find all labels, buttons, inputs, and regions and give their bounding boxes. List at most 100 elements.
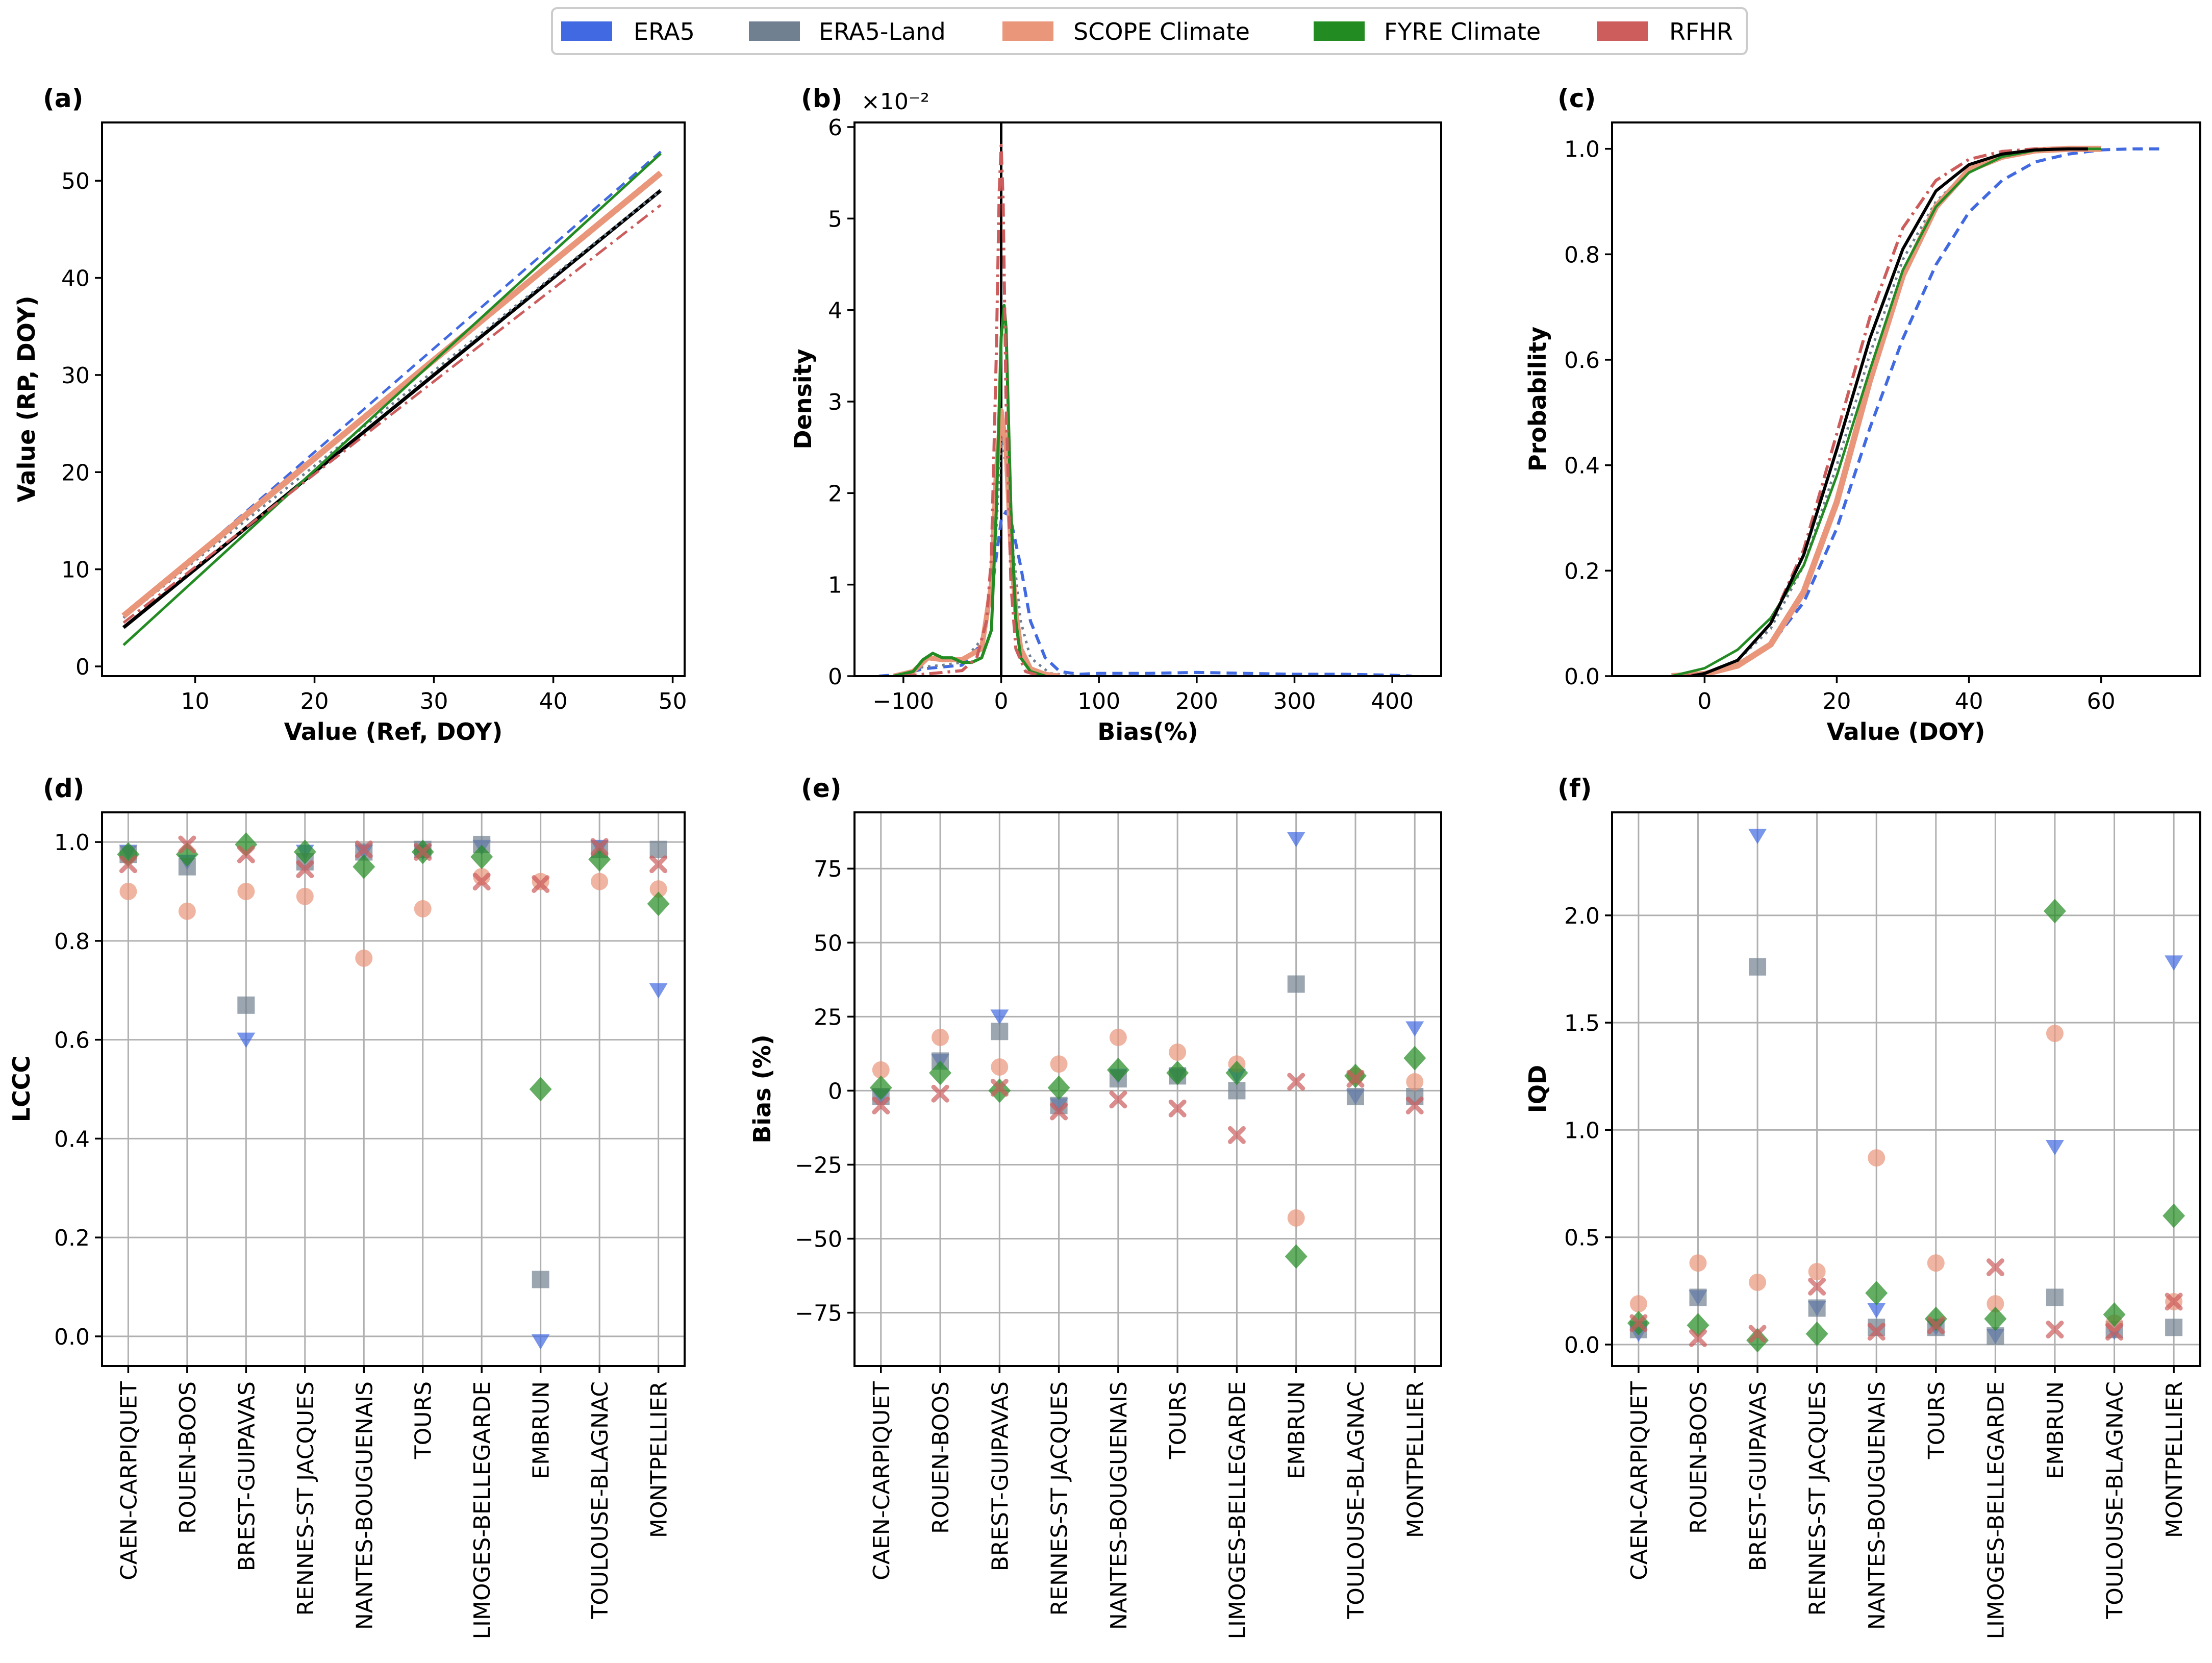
station-label-montpellier: MONTPELLIER [646, 1381, 672, 1538]
panel-b-frame [853, 121, 1442, 677]
panel-d-plot-area [102, 812, 685, 1366]
panel-a-xtick-label: 50 [659, 688, 687, 714]
panel-a-xlabel: Value (Ref, DOY) [284, 718, 502, 746]
station-label-embrun: EMBRUN [2043, 1381, 2069, 1479]
panel-c-xlabel: Value (DOY) [1827, 718, 1985, 746]
legend-label-era5-land: ERA5-Land [819, 18, 946, 45]
panel-b-ytick-label: 1 [828, 573, 842, 599]
legend-item-era5: ERA5 [561, 18, 695, 45]
marker-scope-climate-rennes-st-jacques [1050, 1055, 1068, 1073]
panel-b-series-group [878, 122, 1412, 676]
marker-rfhr-brest-guipavas [990, 1079, 1009, 1097]
marker-rfhr-limoges-bellegarde [1227, 1126, 1246, 1144]
marker-rfhr-limoges-bellegarde [472, 873, 491, 891]
series-line-reference [1691, 147, 2088, 676]
panel-a-frame [101, 121, 686, 677]
station-label-rennes-st-jacques: RENNES-ST JACQUES [293, 1381, 319, 1616]
panel-a-xtick-label: 20 [300, 688, 329, 714]
marker-era5-land-montpellier [2165, 1319, 2183, 1336]
marker-era5-nantes-bouguenais [1867, 1303, 1886, 1319]
station-label-toulouse-blagnac: TOULOUSE-BLAGNAC [1343, 1381, 1369, 1620]
station-label-tours: TOURS [411, 1381, 437, 1459]
marker-fyre-climate-nantes-bouguenais [353, 854, 375, 879]
marker-fyre-climate-brest-guipavas [1746, 1328, 1769, 1353]
panel-c-ytick-label: 0.6 [1564, 348, 1600, 374]
legend-label-rfhr: RFHR [1669, 18, 1733, 45]
panel-c-ytick-label: 0.8 [1564, 242, 1600, 268]
panel-a: (a) 0 10 20 30 40 50 10 20 30 40 50 Value (Ref, DO… [13, 84, 687, 746]
panel-f-ytick-label: 0.0 [1564, 1332, 1600, 1358]
marker-fyre-climate-nantes-bouguenais [1865, 1281, 1888, 1306]
station-label-nantes-bouguenais: NANTES-BOUGUENAIS [1106, 1381, 1132, 1630]
panel-d-ytick-label: 0.2 [54, 1225, 90, 1251]
station-label-nantes-bouguenais: NANTES-BOUGUENAIS [1864, 1381, 1890, 1630]
panel-d-ytick-label: 0.8 [54, 929, 90, 955]
station-label-rennes-st-jacques: RENNES-ST JACQUES [1047, 1381, 1073, 1616]
panel-a-xtick-label: 30 [420, 688, 448, 714]
marker-scope-climate-rouen-boos [932, 1028, 949, 1046]
panel-c-series-group [1671, 145, 2161, 676]
marker-scope-climate-embrun [1287, 1209, 1305, 1227]
station-label-brest-guipavas: BREST-GUIPAVAS [987, 1381, 1013, 1571]
marker-rfhr-rennes-st-jacques [296, 860, 314, 878]
panel-c-xtick-label: 60 [2087, 688, 2116, 714]
marker-rfhr-toulouse-blagnac [590, 838, 609, 856]
panel-b-ytick-label: 2 [828, 481, 842, 507]
marker-fyre-climate-limoges-bellegarde [1225, 1060, 1248, 1085]
panel-label-b: (b) [801, 84, 843, 113]
marker-rfhr-embrun [1287, 1073, 1305, 1091]
marker-era5-embrun [531, 1334, 550, 1350]
panel-d-ytick-label: 1.0 [54, 830, 90, 856]
panel-c-ylabel: Probability [1524, 327, 1551, 471]
marker-scope-climate-embrun [2046, 1025, 2064, 1043]
legend: ERA5 ERA5-Land SCOPE Climate FYRE Climat… [551, 7, 1748, 55]
station-label-limoges-bellegarde: LIMOGES-BELLEGARDE [1983, 1381, 2009, 1639]
panel-d-ytick-label: 0.0 [54, 1324, 90, 1350]
panel-f-ytick-label: 2.0 [1564, 903, 1600, 929]
panel-b-xtick-label: 0 [994, 688, 1009, 714]
marker-fyre-climate-embrun [2043, 899, 2066, 924]
panel-f-ytick-label: 0.5 [1564, 1225, 1600, 1251]
marker-rfhr-rouen-boos [1689, 1329, 1707, 1347]
panel-c-ytick-label: 0.2 [1564, 558, 1600, 584]
series-line-era5 [878, 510, 1412, 676]
marker-fyre-climate-tours [1166, 1060, 1189, 1085]
marker-rfhr-toulouse-blagnac [1346, 1070, 1365, 1088]
panel-a-ylabel: Value (RP, DOY) [13, 295, 40, 502]
legend-swatch-era5-land [749, 21, 800, 41]
panel-f-ticks: 0.0 0.5 1.0 1.5 2.0 CAEN-CARPIQUET ROUEN-BOOS B… [1564, 903, 2188, 1640]
marker-rfhr-brest-guipavas [1748, 1325, 1767, 1343]
panel-b-xlabel: Bias(%) [1097, 718, 1198, 746]
marker-scope-climate-rennes-st-jacques [1808, 1262, 1826, 1280]
panel-d-frame [101, 811, 686, 1367]
series-line-scope-climate [121, 170, 663, 618]
series-line-fyre-climate [122, 153, 662, 646]
marker-fyre-climate-montpellier [1403, 1046, 1426, 1071]
station-label-brest-guipavas: BREST-GUIPAVAS [234, 1381, 260, 1571]
marker-era5-land-brest-guipavas [991, 1023, 1009, 1040]
panel-label-d: (d) [43, 774, 85, 803]
marker-rfhr-embrun [532, 875, 550, 893]
marker-scope-climate-tours [414, 900, 432, 917]
marker-scope-climate-tours [1169, 1043, 1187, 1061]
marker-era5-land-rennes-st-jacques [1808, 1299, 1826, 1317]
marker-rfhr-embrun [2046, 1321, 2064, 1339]
marker-era5-montpellier [1405, 1021, 1424, 1037]
marker-scope-climate-rouen-boos [178, 902, 196, 920]
marker-scope-climate-brest-guipavas [1749, 1273, 1767, 1291]
marker-scope-climate-caen-carpiquet [119, 883, 137, 900]
marker-era5-montpellier [2165, 955, 2183, 971]
marker-fyre-climate-rouen-boos [929, 1060, 952, 1085]
marker-rfhr-montpellier [649, 855, 668, 874]
panel-e-ytick-label: −75 [795, 1301, 842, 1327]
marker-era5-land-rouen-boos [1689, 1288, 1707, 1306]
panel-c-ytick-label: 0.4 [1564, 453, 1600, 479]
marker-era5-land-embrun [1287, 975, 1305, 993]
panel-f-ylabel: IQD [1524, 1065, 1551, 1113]
panel-label-c: (c) [1557, 84, 1596, 113]
station-label-caen-carpiquet: CAEN-CARPIQUET [1626, 1381, 1652, 1580]
marker-scope-climate-caen-carpiquet [1629, 1295, 1647, 1313]
marker-fyre-climate-nantes-bouguenais [1107, 1057, 1129, 1082]
panel-e-ytick-label: −50 [795, 1227, 842, 1253]
series-line-rfhr [122, 204, 662, 624]
